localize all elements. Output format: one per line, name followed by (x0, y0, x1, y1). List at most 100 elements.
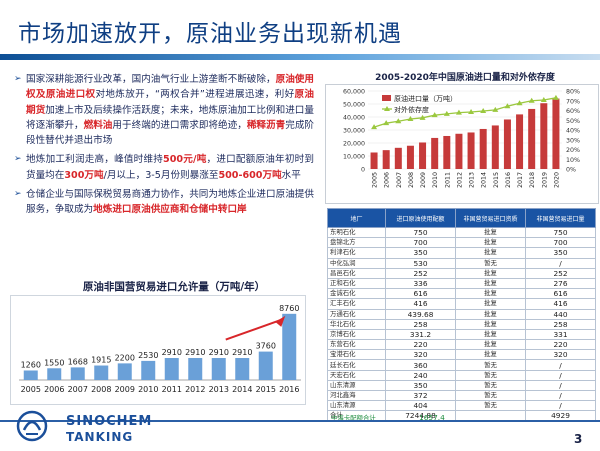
bar-2010 (141, 360, 156, 380)
dependency-line (373, 97, 557, 128)
table-header-cell: 地厂 (327, 208, 386, 228)
x-tick-label-2017: 2017 (517, 172, 524, 188)
tick-label-2007: 2007 (68, 385, 88, 394)
import-bar-2013 (467, 132, 475, 169)
qualification-cell: 批复 (455, 298, 526, 310)
import-bar-2016 (503, 119, 511, 169)
non-state-volume-cell: 440 (525, 308, 596, 320)
refinery-cell: 盘锦北方 (327, 237, 386, 249)
refinery-cell: 山东清源 (327, 379, 386, 392)
non-state-volume-cell: 616 (525, 288, 596, 300)
right-combo-chart: 0 10,000 20,000 30,000 40,000 50,000 60,000 0% 1… (343, 89, 580, 189)
bullet-item: ➢ 仓储企业与国际保税贸易商通力协作，共同为地炼企业进口原油提供服务，争取成为地炼… (14, 187, 314, 218)
data-label-2008: 1915 (91, 356, 111, 365)
slide-title: 市场加速放开，原油业务出现新机遇 (18, 21, 402, 47)
refinery-cell: 正和石化 (327, 277, 386, 290)
table-row: 河北鑫海 372 暂无 / (327, 389, 596, 402)
bar-2012 (188, 358, 203, 380)
highlight-text: 稀释沥青 (246, 119, 286, 131)
import-bar-2014 (479, 128, 487, 169)
table-row: 汇丰石化 416 批复 416 (327, 298, 596, 310)
x-tick-label-2016: 2016 (505, 172, 512, 188)
import-bar-2011 (443, 135, 451, 169)
dependency-point-2009 (419, 114, 426, 120)
highlight-text: 500元/吨 (163, 154, 207, 166)
sinochem-logo-icon (16, 408, 48, 444)
data-label-2005: 1260 (21, 360, 41, 369)
y-right-tick-label: 60% (566, 108, 580, 115)
non-state-volume-cell: / (525, 359, 596, 371)
quota-cell: 700 (385, 237, 456, 249)
bar-2014 (235, 358, 250, 380)
quota-cell: 360 (385, 359, 456, 371)
table-row: 华北石化 258 批复 258 (327, 318, 596, 330)
bullet-list: ➢ 国家深耕能源行业改革，国内油气行业上游垄断不断破除，原油使用权及原油进口权对地… (14, 72, 314, 222)
table-header-cell: 进口原油使用配额 (385, 208, 456, 228)
logo-text-tanking: TANKING (66, 430, 134, 444)
y-left-tick-label: 20,000 (343, 141, 365, 148)
x-tick-label-2010: 2010 (432, 172, 439, 188)
quota-cell: 252 (385, 267, 456, 279)
summary-value: 1657.4 (419, 413, 445, 422)
non-state-volume-cell: / (525, 379, 596, 392)
bullet-arrow-icon: ➢ (14, 74, 22, 84)
y-left-tick-label: 60,000 (343, 89, 365, 96)
legend-swatch-imports (382, 95, 391, 101)
qualification-cell: 批复 (455, 267, 526, 279)
tick-label-2009: 2009 (115, 385, 135, 394)
qualification-cell: 暂无 (455, 369, 526, 381)
quota-cell: 372 (385, 389, 456, 402)
y-right-tick-label: 30% (566, 137, 580, 144)
tick-label-2008: 2008 (91, 385, 111, 394)
bullet-text: ，进口配额原油年初时到货量均在 (26, 154, 315, 181)
y-right-tick-label: 40% (566, 128, 580, 135)
bullet-text: 加速上市及后续操作活跃度；未来，地炼原油加工比例和进口量将逐渐攀升， (26, 104, 315, 131)
dependency-point-2008 (407, 115, 414, 121)
y-right-tick-label: 10% (566, 157, 580, 164)
quota-cell: 616 (385, 288, 456, 300)
y-right-tick-label: 50% (566, 118, 580, 125)
legend-label-dependency: 对外依存度 (394, 105, 429, 114)
refinery-cell: 中化弘润 (327, 257, 386, 269)
non-state-volume-cell: / (525, 389, 596, 402)
quota-cell: 404 (385, 400, 456, 412)
refinery-cell: 利津石化 (327, 247, 386, 259)
y-right-tick-label: 0% (566, 167, 576, 174)
bar-2013 (211, 358, 226, 380)
qualification-cell: 暂无 (455, 379, 526, 392)
non-state-volume-cell: 320 (525, 349, 596, 361)
data-label-2009: 2200 (115, 353, 135, 362)
qualification-cell: 批复 (455, 328, 526, 341)
table-row: 宝港石化 320 批复 320 (327, 349, 596, 361)
x-tick-label-2009: 2009 (420, 172, 427, 188)
x-tick-label-2007: 2007 (396, 172, 403, 188)
data-label-2014: 2910 (232, 348, 252, 357)
bar-2011 (164, 358, 179, 380)
refinery-cell: 东营石化 (327, 339, 386, 351)
import-bar-2017 (516, 114, 524, 169)
import-bar-2019 (540, 103, 548, 169)
table-body: 东明石化 750 批复 750 盘锦北方 700 批复 700 利津石化 350 批复 350 中化弘润… (327, 226, 596, 422)
highlight-text: 300万吨 (64, 169, 104, 181)
qualification-cell: 暂无 (455, 257, 526, 269)
refinery-cell: 廷长石化 (327, 359, 386, 371)
bar-2009 (117, 363, 132, 380)
data-label-2006: 1550 (44, 358, 64, 367)
import-bar-2015 (491, 125, 499, 169)
non-state-volume-cell: / (525, 369, 596, 381)
bullet-text: 仓储企业与国际保税贸易商通力协作，共同为地炼企业进口原油提供服务，争取成为 (26, 189, 314, 216)
refinery-cell: 昌邑石化 (327, 267, 386, 279)
logo-text-sinochem: SINOCHEM (66, 414, 153, 429)
title-underline-bar (0, 54, 600, 60)
left-chart-frame: 1260 2005 1550 2006 1668 2007 1915 2008 2200 2009… (10, 295, 306, 405)
table-row: 金诚石化 616 批复 616 (327, 288, 596, 300)
left-chart-title: 原油非国营贸易进口允许量（万吨/年） (82, 281, 266, 293)
non-state-volume-cell: / (525, 257, 596, 269)
table-header-cell: 非国营贸易进口量 (525, 208, 596, 228)
bullet-text: 对地炼放开，“两权合并”进程进展迅速，利好 (95, 89, 295, 101)
y-left-tick-label: 10,000 (343, 154, 365, 161)
highlight-text: 燃料油 (83, 119, 113, 131)
data-label-2013: 2910 (209, 348, 229, 357)
tick-label-2013: 2013 (209, 385, 229, 394)
refinery-cell: 万通石化 (327, 308, 386, 320)
